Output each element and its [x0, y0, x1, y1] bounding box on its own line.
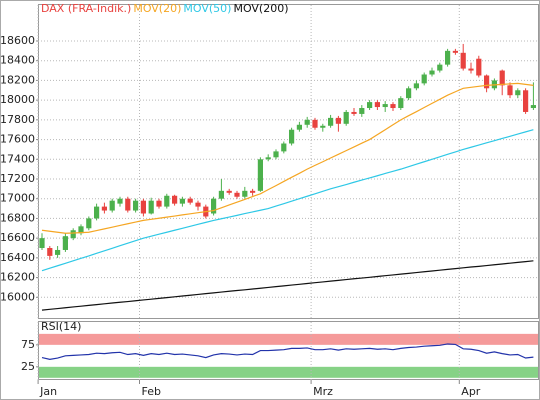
candle-body — [468, 68, 474, 71]
y-tick-label: 17600 — [0, 133, 35, 146]
candle-body — [148, 200, 154, 214]
candle-body — [86, 218, 92, 229]
y-tick-label: 25 — [21, 360, 35, 373]
candle-body — [172, 195, 178, 204]
candle-body — [140, 200, 146, 214]
candle-body — [359, 108, 365, 114]
ma-line — [41, 129, 534, 272]
candle-body — [296, 124, 302, 130]
x-tick-label: Apr — [461, 385, 481, 398]
candle-body — [101, 206, 107, 211]
candle-body — [55, 249, 61, 255]
y-tick-label: 17800 — [0, 113, 35, 126]
candle-body — [211, 198, 217, 214]
candle-body — [257, 159, 263, 191]
candle-body — [413, 83, 419, 89]
candle-body — [179, 198, 185, 204]
candle-body — [398, 98, 404, 109]
y-tick-label: 17000 — [0, 192, 35, 205]
y-tick-label: 18600 — [0, 34, 35, 47]
candle-body — [515, 90, 521, 96]
x-tick-label: Jan — [39, 385, 57, 398]
y-tick-label: 17400 — [0, 152, 35, 165]
candle-body — [117, 198, 123, 204]
panel-title: RSI(14) — [41, 320, 81, 333]
candle-body — [351, 111, 357, 114]
candle-body — [499, 70, 505, 86]
y-tick-label: 16200 — [0, 271, 35, 284]
candle-body — [133, 200, 139, 211]
candle-body — [187, 198, 193, 203]
y-tick-label: 16400 — [0, 251, 35, 264]
candle-body — [226, 190, 232, 193]
candle-body — [429, 70, 435, 75]
candle-body — [39, 238, 45, 249]
y-tick-label: 18000 — [0, 93, 35, 106]
candle-body — [218, 190, 224, 199]
candle-body — [281, 143, 287, 152]
candle-body — [304, 119, 310, 125]
candle-body — [250, 190, 256, 193]
candle-body — [335, 117, 341, 124]
candle-body — [94, 206, 100, 219]
legend-entry: DAX (FRA-Indik.) — [41, 2, 131, 15]
price-plot — [38, 4, 539, 319]
candle-body — [47, 248, 53, 256]
legend-entry: MOV(20) — [133, 2, 181, 15]
legend-entry: MOV(200) — [233, 2, 288, 15]
candle-body — [390, 104, 396, 109]
candle-body — [109, 200, 115, 211]
candle-body — [484, 75, 490, 89]
candle-body — [289, 129, 295, 144]
candle-body — [452, 50, 458, 53]
candle-body — [156, 200, 162, 207]
candle-body — [476, 58, 482, 76]
candle-body — [530, 105, 536, 109]
band — [39, 333, 538, 345]
candle-body — [507, 85, 513, 96]
y-tick-label: 17200 — [0, 172, 35, 185]
ma-line — [41, 260, 534, 311]
candle-body — [273, 151, 279, 158]
candle-body — [70, 230, 76, 239]
candle-body — [234, 192, 240, 197]
ma-line — [41, 82, 534, 234]
x-tick-label: Feb — [142, 385, 161, 398]
candle-body — [445, 50, 451, 65]
candle-body — [62, 236, 68, 250]
candle-body — [374, 102, 380, 108]
candle-body — [312, 119, 318, 128]
y-tick-label: 16800 — [0, 211, 35, 224]
y-tick-label: 18200 — [0, 73, 35, 86]
candle-body — [367, 102, 373, 109]
candle-body — [320, 125, 326, 128]
candle-body — [382, 104, 388, 108]
candle-body — [437, 64, 443, 71]
candle-body — [78, 226, 84, 234]
x-tick-label: Mrz — [313, 385, 333, 398]
y-tick-label: 16000 — [0, 290, 35, 303]
candle-body — [523, 90, 529, 112]
candle-body — [164, 195, 170, 207]
candle-body — [421, 74, 427, 84]
y-tick-label: 16600 — [0, 231, 35, 244]
candle-body — [406, 88, 412, 99]
y-tick-label: 18400 — [0, 54, 35, 67]
legend-entry: MOV(50) — [183, 2, 231, 15]
band — [39, 366, 538, 378]
candle-body — [195, 202, 201, 207]
candle-body — [460, 52, 466, 69]
candle-body — [343, 111, 349, 124]
candle-body — [265, 157, 271, 160]
candle-body — [125, 198, 131, 211]
y-tick-label: 75 — [21, 338, 35, 351]
candle-body — [328, 117, 334, 126]
ma-line — [41, 343, 534, 360]
candle-body — [242, 190, 248, 197]
